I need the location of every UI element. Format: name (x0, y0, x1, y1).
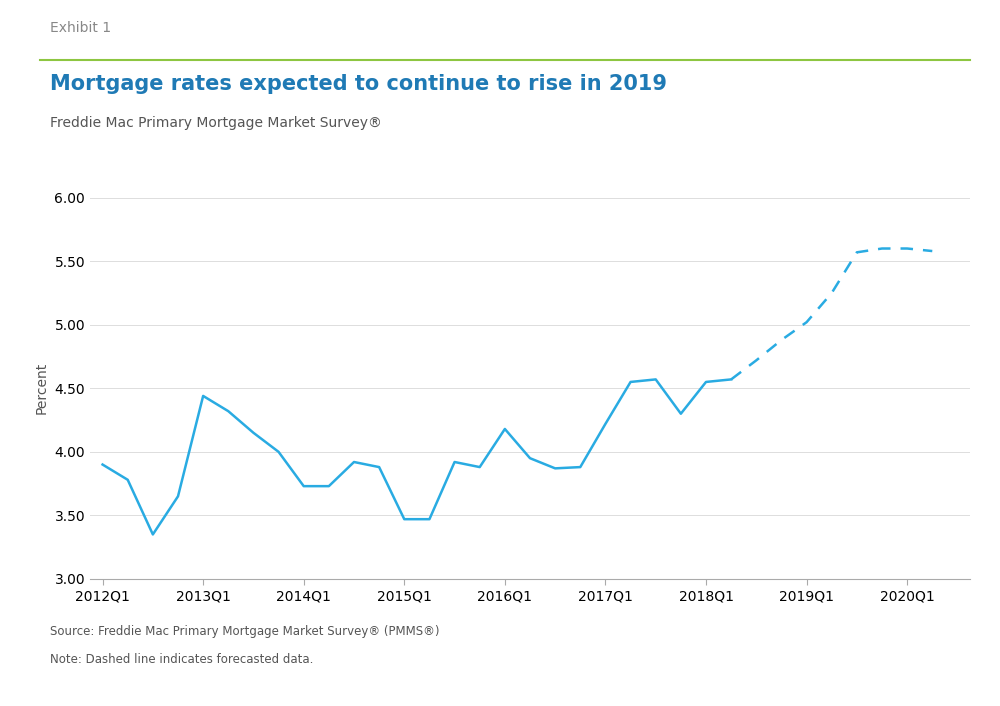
Text: Freddie Mac Primary Mortgage Market Survey®: Freddie Mac Primary Mortgage Market Surv… (50, 116, 382, 131)
Y-axis label: Percent: Percent (35, 362, 49, 414)
Text: Mortgage rates expected to continue to rise in 2019: Mortgage rates expected to continue to r… (50, 74, 667, 94)
Text: Source: Freddie Mac Primary Mortgage Market Survey® (PMMS®): Source: Freddie Mac Primary Mortgage Mar… (50, 625, 440, 638)
Text: Note: Dashed line indicates forecasted data.: Note: Dashed line indicates forecasted d… (50, 653, 313, 666)
Text: Exhibit 1: Exhibit 1 (50, 21, 111, 35)
